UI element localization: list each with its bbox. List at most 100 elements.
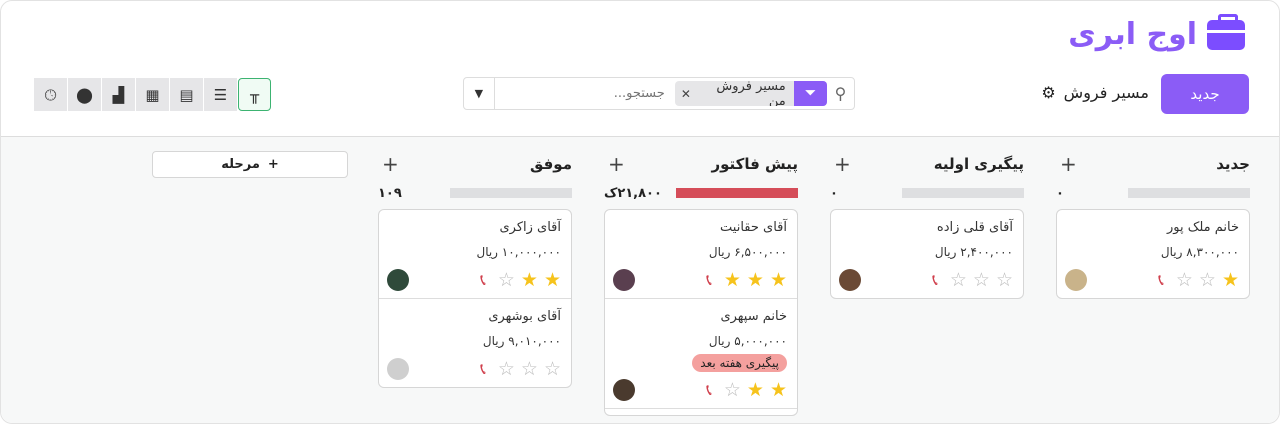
quick-create-plus-icon[interactable]: + (608, 152, 625, 176)
column-title[interactable]: جدید (1216, 155, 1250, 173)
card-price: ۸,۳۰۰,۰۰۰ ریال (1160, 245, 1239, 259)
priority-star-icon[interactable]: ★ (746, 378, 764, 401)
activity-view-clock-icon[interactable]: 🕓︎ (34, 78, 67, 111)
column-progress: ۰ (1056, 181, 1250, 205)
column-header: پیش فاکتور + (604, 149, 798, 179)
breadcrumb: مسیر فروش ⚙ (1041, 83, 1149, 102)
kanban-view-icon[interactable]: ╥ (238, 78, 271, 111)
column-title[interactable]: پیش فاکتور (711, 155, 798, 173)
phone-activity-icon[interactable]: 📞︎ (1158, 270, 1164, 289)
column-progress: ۲۱,۸۰۰ک (604, 181, 798, 205)
card-name: آقای زاکری (499, 220, 561, 235)
priority-star-icon[interactable]: ☆ (497, 357, 515, 380)
new-button[interactable]: جدید (1161, 74, 1249, 114)
priority-star-icon[interactable]: ☆ (1175, 268, 1193, 291)
add-stage-label: مرحله (221, 157, 260, 172)
avatar[interactable] (839, 269, 861, 291)
add-stage-button[interactable]: + مرحله (152, 151, 348, 178)
control-panel (1, 1, 1279, 137)
avatar[interactable] (613, 379, 635, 401)
quick-create-plus-icon[interactable]: + (382, 152, 399, 176)
column-title[interactable]: موفق (529, 155, 572, 173)
kanban-card[interactable]: آقای حقانیت ۶,۵۰۰,۰۰۰ ریال ★ ★ ★ 📞︎ (605, 210, 797, 299)
search-options-dropdown[interactable]: ▼ (464, 78, 495, 109)
column-total: ۰ (830, 185, 838, 201)
progress-bar[interactable] (1128, 188, 1250, 198)
column-header: موفق + (378, 149, 572, 179)
avatar[interactable] (387, 269, 409, 291)
priority-star-icon[interactable]: ☆ (949, 268, 967, 291)
card-price: ۲,۴۰۰,۰۰۰ ریال (934, 245, 1013, 259)
kanban-card[interactable]: آقای بوشهری ۹,۰۱۰,۰۰۰ ریال ☆ ☆ ☆ 📞︎ (379, 299, 571, 387)
card-list: آقای حقانیت ۶,۵۰۰,۰۰۰ ریال ★ ★ ★ 📞︎ خانم سپ… (604, 209, 798, 416)
kanban-column: پیگیری اولیه + ۰ آقای قلی زاده ۲,۴۰۰,۰۰۰… (830, 149, 1024, 299)
view-switcher: 🕓︎ ⬤ ▟ ▦ ▤ ☰ ╥ (34, 78, 271, 111)
logo[interactable]: اوج ابری (1068, 13, 1245, 52)
card-name: خانم سپهری (720, 309, 787, 324)
kanban-column: موفق + ۱۰۹ آقای زاکری ۱۰,۰۰۰,۰۰۰ ریال ★ ★… (378, 149, 572, 388)
avatar[interactable] (1065, 269, 1087, 291)
kanban-column: پیش فاکتور + ۲۱,۸۰۰ک آقای حقانیت ۶,۵۰۰,۰… (604, 149, 798, 416)
search-input[interactable] (494, 86, 675, 101)
card-name: آقای بوشهری (488, 309, 561, 324)
quick-create-plus-icon[interactable]: + (834, 152, 851, 176)
remove-facet-icon[interactable]: ✕ (680, 86, 691, 101)
progress-bar[interactable] (450, 188, 572, 198)
column-total: ۱۰۹ (378, 185, 402, 201)
card-price: ۶,۵۰۰,۰۰۰ ریال (708, 245, 787, 259)
calendar-view-icon[interactable]: ▤ (170, 78, 203, 111)
priority-star-icon[interactable]: ★ (1221, 268, 1239, 291)
kanban-card[interactable]: آقای قلی زاده ۲,۴۰۰,۰۰۰ ریال ☆ ☆ ☆ 📞︎ (831, 210, 1023, 298)
priority-star-icon[interactable]: ★ (543, 268, 561, 291)
priority-star-icon[interactable]: ★ (520, 268, 538, 291)
avatar[interactable] (613, 269, 635, 291)
priority-star-icon[interactable]: ★ (769, 378, 787, 401)
progress-bar[interactable] (902, 188, 1024, 198)
card-price: ۹,۰۱۰,۰۰۰ ریال (482, 334, 561, 348)
avatar[interactable] (387, 358, 409, 380)
column-header: پیگیری اولیه + (830, 149, 1024, 179)
priority-star-icon[interactable]: ☆ (995, 268, 1013, 291)
priority-star-icon[interactable]: ☆ (1198, 268, 1216, 291)
graph-view-chart-icon[interactable]: ▟ (102, 78, 135, 111)
card-price: ۱۰,۰۰۰,۰۰۰ ریال (476, 245, 561, 259)
column-title[interactable]: پیگیری اولیه (933, 155, 1024, 173)
card-footer: ★ ★ ☆ 📞︎ (615, 378, 787, 402)
priority-star-icon[interactable]: ★ (746, 268, 764, 291)
phone-activity-icon[interactable]: 📞︎ (706, 270, 712, 289)
priority-star-icon[interactable]: ★ (769, 268, 787, 291)
priority-star-icon[interactable]: ☆ (520, 357, 538, 380)
kanban-card[interactable]: خانم سپهری ۵,۰۰۰,۰۰۰ ریال پیگیری هفته بع… (605, 299, 797, 409)
card-list: آقای زاکری ۱۰,۰۰۰,۰۰۰ ریال ★ ★ ☆ 📞︎ آقای بو… (378, 209, 572, 388)
kanban-card[interactable] (605, 409, 797, 415)
phone-activity-icon[interactable]: 📞︎ (932, 270, 938, 289)
card-footer: ★ ★ ☆ 📞︎ (389, 268, 561, 292)
quick-create-plus-icon[interactable]: + (1060, 152, 1077, 176)
phone-activity-icon[interactable]: 📞︎ (706, 380, 712, 399)
list-view-icon[interactable]: ☰ (204, 78, 237, 111)
card-list: خانم ملک پور ۸,۳۰۰,۰۰۰ ریال ★ ☆ ☆ 📞︎ (1056, 209, 1250, 299)
kanban-card[interactable]: آقای زاکری ۱۰,۰۰۰,۰۰۰ ریال ★ ★ ☆ 📞︎ (379, 210, 571, 299)
priority-star-icon[interactable]: ☆ (543, 357, 561, 380)
column-total: ۲۱,۸۰۰ک (604, 185, 662, 201)
card-price: ۵,۰۰۰,۰۰۰ ریال (708, 334, 787, 348)
map-view-pin-icon[interactable]: ⬤ (68, 78, 101, 111)
card-name: خانم ملک پور (1166, 220, 1239, 235)
card-footer: ★ ☆ ☆ 📞︎ (1067, 268, 1239, 292)
priority-star-icon[interactable]: ☆ (497, 268, 515, 291)
priority-star-icon[interactable]: ☆ (972, 268, 990, 291)
logo-text: اوج ابری (1068, 17, 1197, 52)
priority-star-icon[interactable]: ☆ (723, 378, 741, 401)
kanban-card[interactable]: خانم ملک پور ۸,۳۰۰,۰۰۰ ریال ★ ☆ ☆ 📞︎ (1057, 210, 1249, 298)
card-list: آقای قلی زاده ۲,۴۰۰,۰۰۰ ریال ☆ ☆ ☆ 📞︎ (830, 209, 1024, 299)
pivot-view-table-icon[interactable]: ▦ (136, 78, 169, 111)
phone-activity-icon[interactable]: 📞︎ (480, 270, 486, 289)
facet-value: مسیر فروش من (716, 81, 786, 106)
progress-bar[interactable] (676, 188, 798, 198)
plus-icon: + (267, 157, 279, 172)
page-title: مسیر فروش (1063, 83, 1149, 102)
gear-icon[interactable]: ⚙ (1041, 83, 1056, 102)
phone-activity-icon[interactable]: 📞︎ (480, 359, 486, 378)
priority-star-icon[interactable]: ★ (723, 268, 741, 291)
